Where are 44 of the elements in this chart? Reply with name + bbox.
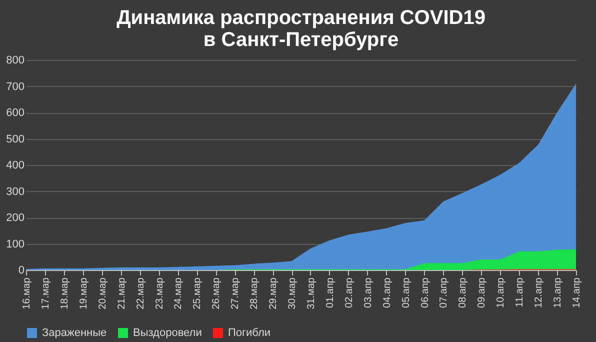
x-tick-label: 02.апр [344,277,355,308]
x-tick-label: 09.апр [476,277,488,308]
y-tick-label: 500 [6,133,24,146]
x-tick-label: 11.апр [514,277,526,308]
legend-label: Выздоровели [133,327,202,339]
x-tick-label: 26.мар [211,277,222,310]
x-tick-label: 27.мар [230,277,242,310]
x-tick-label: 21.мар [116,277,128,310]
y-tick-label: 100 [6,238,24,250]
legend-label: Погибли [228,327,271,339]
x-tick-label: 14.апр [572,277,582,308]
y-tick-label: 0 [18,264,24,276]
x-tick-label: 12.апр [534,277,545,308]
x-tick-label: 28.мар [249,277,260,310]
x-tick-label: 17.мар [40,277,52,310]
x-tick-label: 20.мар [97,277,108,310]
x-tick-label: 16.мар [22,277,32,310]
x-tick-label: 03.апр [362,277,374,308]
x-tick-label: 23.мар [154,277,166,310]
x-tick-label: 25.мар [192,277,204,310]
x-tick-label: 24.мар [173,277,184,310]
y-tick-label: 600 [6,107,24,119]
x-tick-label: 05.апр [400,277,412,308]
y-tick-label: 800 [6,54,24,66]
x-tick-label: 07.апр [438,277,450,308]
x-tick-label: 29.мар [268,277,280,310]
x-tick-label: 10.апр [496,277,507,308]
text: в Санкт-Петербурге [203,29,399,51]
text: Динамика распространения COVID19 [116,7,486,29]
x-tick-label: 08.апр [458,277,469,308]
x-tick-label: 04.апр [382,277,393,308]
x-tick-label: 30.мар [287,277,298,310]
x-tick-label: 06.апр [420,277,431,308]
x-tick-label: 31.мар [306,277,317,310]
y-tick-label: 200 [6,212,24,224]
y-tick-label: 300 [6,186,24,198]
y-tick-label: 700 [6,80,24,93]
y-tick-label: 400 [6,160,24,172]
x-tick-label: 01.апр [324,277,336,308]
x-tick-label: 18.мар [59,277,70,310]
x-tick-label: 13.апр [552,277,564,308]
x-tick-label: 19.мар [78,277,90,310]
legend-label: Зараженные [42,327,107,339]
x-tick-label: 22.мар [135,277,146,310]
